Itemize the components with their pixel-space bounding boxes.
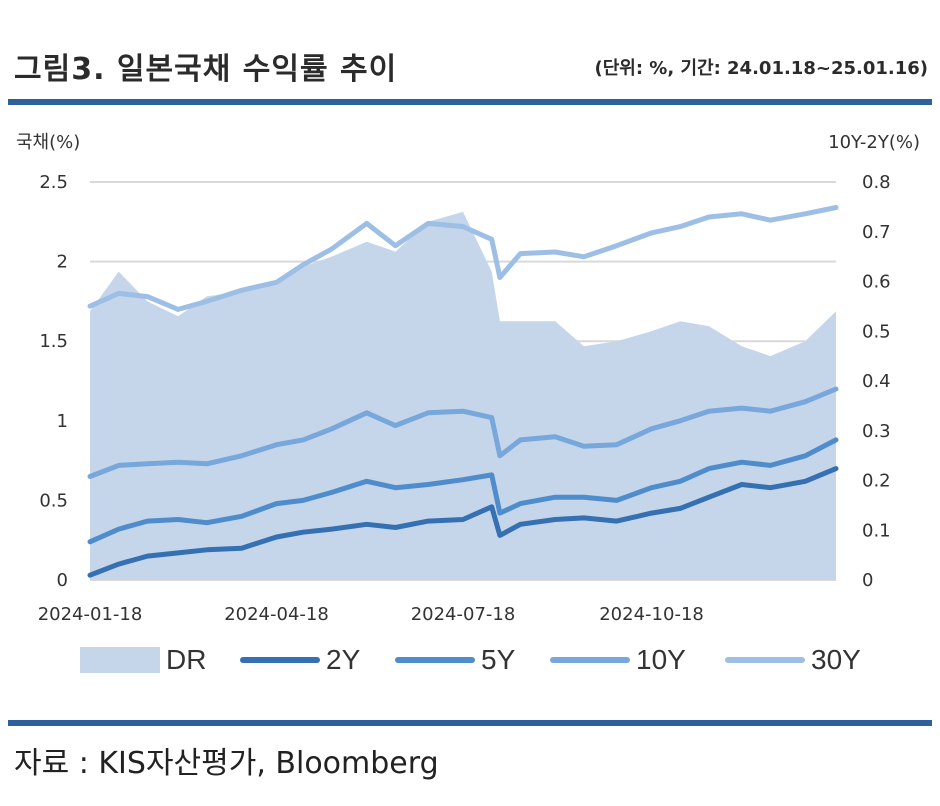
right-tick-label: 0.5 xyxy=(862,321,891,342)
legend-label-dr: DR xyxy=(166,644,207,675)
page-title: 그림3. 일본국채 수익률 추이 xyxy=(14,52,398,87)
legend-label-5y: 5Y xyxy=(481,644,516,675)
legend-label-2y: 2Y xyxy=(326,644,361,675)
top-divider xyxy=(8,99,932,105)
chart-subtitle: (단위: %, 기간: 24.01.18~25.01.16) xyxy=(594,58,929,79)
legend-swatch-2y xyxy=(240,657,320,663)
legend-swatch-dr xyxy=(80,647,160,673)
left-tick-label: 0.5 xyxy=(39,490,68,511)
right-tick-label: 0.7 xyxy=(862,222,891,243)
yield-lines-layer xyxy=(87,205,839,578)
left-tick-label: 1 xyxy=(57,411,68,432)
x-tick-label: 2024-10-18 xyxy=(599,604,704,625)
legend-item-30y: 30Y xyxy=(725,644,861,676)
right-tick-label: 0.6 xyxy=(862,272,891,293)
right-tick-label: 0.2 xyxy=(862,471,891,492)
left-tick-label: 2.5 xyxy=(39,172,68,193)
legend-swatch-5y xyxy=(395,657,475,663)
right-tick-label: 0.1 xyxy=(862,520,891,541)
dr-area-layer xyxy=(90,211,836,580)
source-note: 자료 : KIS자산평가, Bloomberg xyxy=(14,746,439,781)
x-tick-label: 2024-07-18 xyxy=(411,604,516,625)
right-tick-label: 0.8 xyxy=(862,172,891,193)
right-tick-labels: 0 0.1 0.2 0.3 0.4 0.5 0.6 0.7 0.8 xyxy=(862,172,891,591)
legend-item-5y: 5Y xyxy=(395,644,515,676)
series-line-30y xyxy=(87,205,839,312)
right-axis-label: 10Y-2Y(%) xyxy=(828,132,920,153)
left-tick-label: 0 xyxy=(57,570,68,591)
bottom-divider xyxy=(8,720,932,726)
left-axis-label: 국채(%) xyxy=(16,132,80,153)
x-tick-labels: 2024-01-18 2024-04-18 2024-07-18 2024-10-18 xyxy=(38,604,704,625)
series-line-10y xyxy=(87,386,839,479)
left-tick-label: 2 xyxy=(57,252,68,273)
x-tick-label: 2024-01-18 xyxy=(38,604,143,625)
legend-item-2y: 2Y xyxy=(240,644,360,676)
legend-item-10y: 10Y xyxy=(550,644,686,676)
right-tick-label: 0 xyxy=(862,570,873,591)
chart-legend: DR 2Y 5Y 10Y 30Y xyxy=(0,644,940,684)
legend-swatch-10y xyxy=(550,657,630,663)
series-line-5y xyxy=(87,437,839,545)
x-tick-label: 2024-04-18 xyxy=(224,604,329,625)
legend-label-10y: 10Y xyxy=(636,644,686,675)
right-tick-label: 0.4 xyxy=(862,371,891,392)
right-tick-label: 0.3 xyxy=(862,421,891,442)
series-line-2y xyxy=(87,466,839,578)
series-area-dr xyxy=(90,211,836,580)
legend-label-30y: 30Y xyxy=(811,644,861,675)
legend-item-dr: DR xyxy=(80,644,206,676)
yield-chart: 국채(%) 10Y-2Y(%) 00.511.522.5 00.10.20.30… xyxy=(16,132,920,625)
left-tick-labels: 0 0.5 1 1.5 2 2.5 xyxy=(39,172,68,591)
legend-swatch-30y xyxy=(725,657,805,663)
left-tick-label: 1.5 xyxy=(39,331,68,352)
